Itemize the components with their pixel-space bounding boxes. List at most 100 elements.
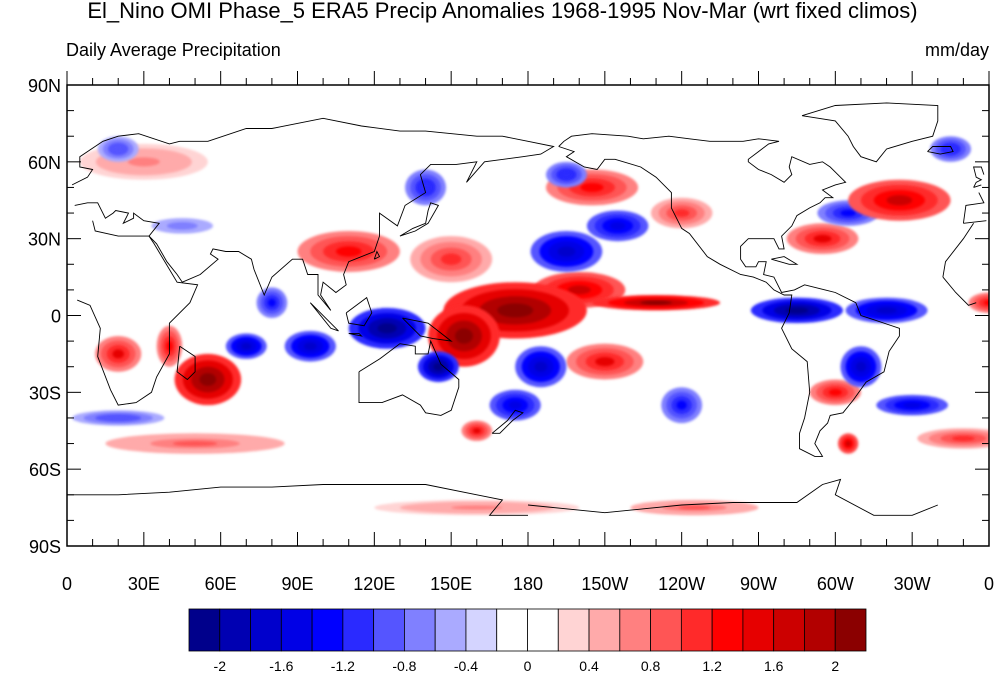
anomaly-contour [113,145,124,153]
lon-tick-label: 0 [984,574,994,594]
colorbar-swatch [742,608,775,652]
anomaly-contour [855,361,867,372]
colorbar-swatch [804,608,836,652]
units-subtitle: mm/day [924,40,989,60]
anomaly-contour [420,182,431,192]
lat-tick-label: 90N [28,76,61,96]
colorbar-swatch [527,608,559,652]
lon-tick-label: 90E [281,574,313,594]
colorbar-swatch [588,608,621,652]
anomaly-contour [945,145,956,153]
colorbar-swatch [280,608,313,652]
anomaly-contour [903,402,922,408]
anomaly-contour [241,343,252,350]
coastline [399,202,440,237]
anomaly-contour [886,195,913,206]
coastline [402,317,453,342]
coastline [176,345,196,381]
lon-tick-label: 30W [894,574,931,594]
anomaly-contour [828,389,842,396]
anomaly-contour [268,298,276,307]
colorbar-swatch [188,608,221,652]
colorbar-swatch [219,608,251,652]
lon-tick-label: 150W [581,574,628,594]
anomaly-contour [112,349,124,359]
colorbar-label: 1.6 [764,658,784,674]
anomaly-contour [813,234,832,243]
colorbar-swatch [619,608,651,652]
anomaly-contour [199,373,217,386]
anomaly-contour [678,505,711,510]
anomaly-contour [557,246,576,257]
anomaly-contour [440,253,462,265]
colorbar-swatch [773,608,805,652]
anomaly-contour [567,285,591,295]
coastline [345,296,373,327]
coastline [927,146,954,155]
colorbar-label: 0.4 [579,658,599,674]
lat-tick-label: 30S [29,383,61,403]
colorbar-swatch [711,608,744,652]
colorbar-swatch [373,608,405,652]
anomaly-contour [951,435,975,441]
lon-tick-label: 60W [817,574,854,594]
anomaly-contour [127,157,160,167]
anomaly-contour [983,300,989,306]
coastline [973,166,985,188]
anomaly-contour [451,505,503,510]
coastline [67,478,938,516]
coastline [771,256,799,265]
colorbar-label: -0.8 [392,658,416,674]
coastline [0,103,16,162]
colorbar-swatch [834,608,867,652]
anomaly-contour [580,182,604,192]
lon-tick-label: 180 [513,574,543,594]
colorbar-label: -2 [214,658,227,674]
lat-tick-label: 60S [29,460,61,480]
colorbar-swatch [434,608,467,652]
lat-tick-label: 90S [29,537,61,557]
anomaly-contour [640,300,673,305]
lon-tick-label: 90W [740,574,777,594]
lon-tick-label: 120W [658,574,705,594]
anomaly-contour [172,440,218,447]
coastline [71,117,987,311]
colorbar-label: -1.6 [269,658,293,674]
anomaly-contour [840,209,856,217]
colorbar-swatch [557,608,590,652]
colorbar-label: 2 [831,658,839,674]
anomaly-contour [673,209,690,217]
colorbar-swatch [404,608,436,652]
colorbar-label: -0.4 [454,658,478,674]
anomaly-contour [433,362,444,371]
colorbar-label: 1.2 [702,658,722,674]
lon-tick-label: 120E [353,574,395,594]
coastline [801,102,939,163]
anomaly-contour [508,401,522,409]
coastline [558,133,900,457]
coastline [309,302,339,332]
anomaly-contour [785,307,809,314]
anomaly-contour [497,303,534,318]
lat-tick-label: 0 [51,307,61,327]
anomaly-contour [845,440,851,447]
map-title: El_Nino OMI Phase_5 ERA5 Precip Anomalie… [87,0,918,23]
axis-ticks [66,71,990,547]
anomaly-contour [377,323,397,334]
lon-tick-label: 0 [62,574,72,594]
colorbar-swatch [342,608,375,652]
colorbar-label: 0 [524,658,532,674]
anomaly-contour [876,307,897,314]
lon-tick-label: 60E [205,574,237,594]
anomaly-contour [534,361,548,372]
anomaly-contour [335,246,362,257]
anomaly-contour [455,328,473,344]
lon-tick-label: 30E [128,574,160,594]
colorbar: -2 -1.6 -1.2 -0.8 -0.4 0 0.4 0.8 1.2 1.6 2 [188,608,867,674]
anomaly-contour [106,416,130,420]
coastline [358,339,460,416]
coastline [0,118,64,310]
coastline [348,332,363,337]
